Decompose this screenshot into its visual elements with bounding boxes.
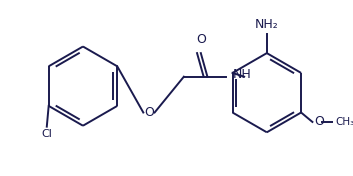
Text: O: O xyxy=(314,115,324,128)
Text: NH₂: NH₂ xyxy=(255,18,279,32)
Text: O: O xyxy=(144,106,154,119)
Text: CH₃: CH₃ xyxy=(335,117,353,127)
Text: NH: NH xyxy=(233,68,252,81)
Text: Cl: Cl xyxy=(41,130,52,140)
Text: O: O xyxy=(196,33,206,46)
